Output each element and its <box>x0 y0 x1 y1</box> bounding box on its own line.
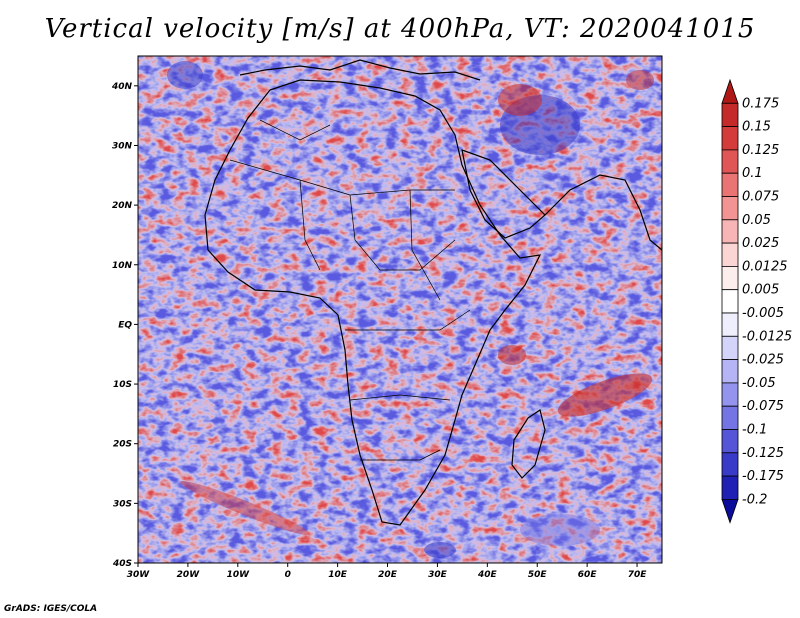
colorbar-label: -0.175 <box>742 469 784 484</box>
chart-title: Vertical velocity [m/s] at 400hPa, VT: 2… <box>44 14 756 44</box>
lat-tick-label: 10S <box>113 380 132 390</box>
lat-tick-label: 20S <box>113 440 132 450</box>
colorbar-label: 0.0125 <box>742 259 788 274</box>
africa-coastline <box>204 79 542 526</box>
colorbar-swatch <box>721 429 739 454</box>
lat-tick-label: 40S <box>112 559 132 569</box>
lon-tick-label: 0 <box>285 570 291 580</box>
lon-tick-label: 30W <box>127 570 151 580</box>
mediterranean-coast <box>239 59 481 81</box>
colorbar-bottom-arrow <box>721 498 739 524</box>
colorbar-top-arrow <box>721 78 739 104</box>
lon-tick-label: 10W <box>227 570 251 580</box>
country-borders <box>229 119 471 461</box>
lat-tick-label: EQ <box>118 320 132 330</box>
colorbar-label: 0.1 <box>742 166 763 181</box>
latitude-axis: 40N 30N 20N 10N EQ 10S 20S 30S 40S <box>111 82 138 569</box>
colorbar: 0.175 0.15 0.125 0.1 0.075 0.05 0.025 0.0125 0.0… <box>721 78 792 524</box>
colorbar-swatch <box>721 475 739 500</box>
longitude-axis: 30W 20W 10W 0 10E 20E 30E 40E 50E 60E 70E <box>127 563 647 580</box>
colorbar-swatch <box>721 405 739 430</box>
credit-text: GrADS: IGES/COLA <box>4 604 98 614</box>
asia-coast <box>544 174 662 251</box>
colorbar-swatch <box>721 452 739 477</box>
colorbar-swatch <box>721 359 739 384</box>
colorbar-swatch <box>721 335 739 360</box>
lon-tick-label: 10E <box>328 570 348 580</box>
colorbar-label: -0.1 <box>742 423 767 438</box>
colorbar-label: -0.2 <box>742 492 767 507</box>
colorbar-label: 0.05 <box>742 213 771 228</box>
map-frame <box>137 55 663 564</box>
colorbar-swatch <box>721 312 739 337</box>
lon-tick-label: 30E <box>428 570 448 580</box>
arabia-coastline <box>461 149 546 239</box>
lat-tick-label: 30S <box>113 499 132 509</box>
lon-tick-label: 20W <box>177 570 201 580</box>
colorbar-swatch <box>721 126 739 151</box>
colorbar-label: -0.025 <box>742 353 784 368</box>
colorbar-label: 0.075 <box>742 190 779 205</box>
lat-tick-label: 30N <box>112 141 133 151</box>
colorbar-swatch <box>721 242 739 267</box>
lon-tick-label: 40E <box>477 570 498 580</box>
vertical-velocity-field <box>138 56 662 563</box>
colorbar-swatch <box>721 289 739 314</box>
lat-tick-label: 10N <box>112 261 133 271</box>
colorbar-label: 0.175 <box>742 96 779 111</box>
colorbar-label: 0.125 <box>742 143 779 158</box>
colorbar-label: -0.075 <box>742 399 784 414</box>
lon-tick-label: 60E <box>578 570 598 580</box>
colorbar-label: -0.125 <box>742 446 784 461</box>
madagascar-coastline <box>511 409 546 479</box>
colorbar-swatch <box>721 172 739 197</box>
lon-tick-label: 70E <box>628 570 648 580</box>
colorbar-label: -0.05 <box>742 376 776 391</box>
colorbar-swatch <box>721 149 739 174</box>
colorbar-label: -0.005 <box>742 306 784 321</box>
colorbar-label: -0.0125 <box>742 329 792 344</box>
lat-tick-label: 20N <box>112 201 133 211</box>
colorbar-swatch <box>721 219 739 244</box>
colorbar-label: 0.005 <box>742 283 779 298</box>
colorbar-swatch <box>721 102 739 128</box>
coastlines <box>204 59 662 526</box>
colorbar-label: 0.025 <box>742 236 779 251</box>
lon-tick-label: 20E <box>378 570 398 580</box>
colorbar-swatch <box>721 382 739 407</box>
lon-tick-label: 50E <box>528 570 548 580</box>
lat-tick-label: 40N <box>111 82 133 92</box>
colorbar-swatch <box>721 265 739 291</box>
colorbar-label: 0.15 <box>742 120 771 135</box>
colorbar-swatch <box>721 196 739 221</box>
